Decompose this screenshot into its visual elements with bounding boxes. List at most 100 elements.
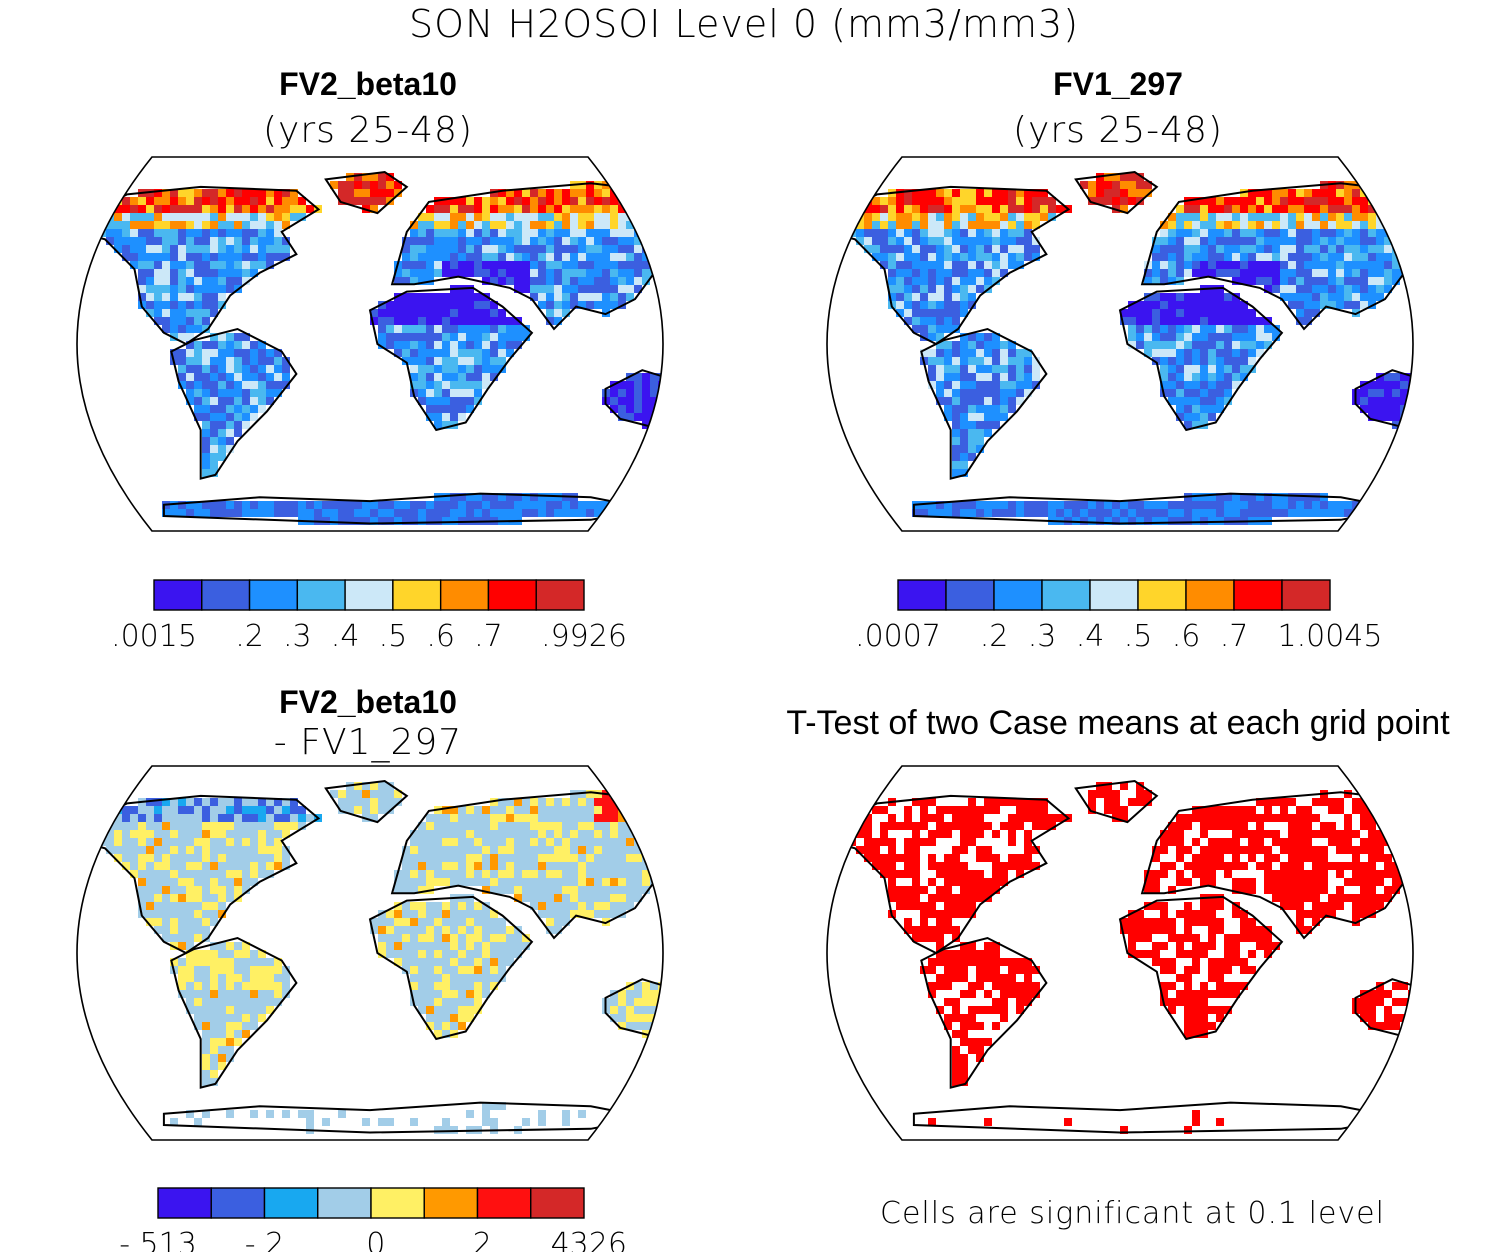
grid-cell — [138, 277, 146, 285]
grid-cell — [626, 798, 634, 806]
grid-cell — [434, 1022, 442, 1030]
grid-cell — [634, 862, 642, 870]
grid-cell — [282, 237, 290, 245]
grid-cell — [1352, 197, 1360, 205]
grid-cell — [952, 974, 960, 982]
grid-cell — [466, 269, 474, 277]
grid-cell — [498, 934, 506, 942]
grid-cell — [888, 213, 896, 221]
grid-cell — [968, 806, 976, 814]
grid-cell — [674, 221, 682, 229]
grid-cell — [984, 261, 992, 269]
grid-cell — [1248, 886, 1256, 894]
grid-cell — [1368, 838, 1376, 846]
grid-cell — [690, 822, 698, 830]
grid-cell — [498, 229, 506, 237]
grid-cell — [482, 301, 490, 309]
grid-cell — [1224, 269, 1232, 277]
grid-cell — [1376, 381, 1384, 389]
grid-cell — [442, 293, 450, 301]
grid-cell — [1160, 325, 1168, 333]
grid-cell — [122, 838, 130, 846]
grid-cell — [1008, 357, 1016, 365]
grid-cell — [1248, 950, 1256, 958]
grid-cell — [354, 509, 362, 517]
grid-cell — [466, 205, 474, 213]
grid-cell — [1200, 413, 1208, 421]
grid-cell — [1008, 838, 1016, 846]
grid-cell — [618, 902, 626, 910]
grid-cell — [410, 1118, 418, 1126]
grid-cell — [658, 806, 663, 814]
grid-cell — [482, 942, 490, 950]
grid-cell — [1024, 846, 1032, 854]
grid-cell — [218, 1006, 226, 1014]
grid-cell — [1248, 830, 1256, 838]
grid-cell — [1016, 966, 1024, 974]
grid-cell — [952, 950, 960, 958]
grid-cell — [146, 870, 154, 878]
grid-cell — [816, 221, 824, 229]
grid-cell — [1208, 902, 1216, 910]
grid-cell — [1232, 237, 1240, 245]
grid-cell — [418, 237, 426, 245]
grid-cell — [506, 229, 514, 237]
grid-cell — [498, 966, 506, 974]
grid-cell — [1248, 814, 1256, 822]
grid-cell — [650, 990, 658, 998]
grid-cell — [378, 782, 386, 790]
grid-cell — [1200, 213, 1208, 221]
grid-cell — [1184, 982, 1192, 990]
grid-cell — [194, 509, 202, 517]
grid-cell — [1272, 838, 1280, 846]
grid-cell — [1224, 357, 1232, 365]
grid-cell — [1400, 197, 1408, 205]
grid-cell — [282, 814, 290, 822]
grid-cell — [610, 1014, 618, 1022]
grid-cell — [498, 269, 506, 277]
grid-cell — [936, 325, 944, 333]
grid-cell — [960, 1038, 968, 1046]
grid-cell — [1176, 397, 1184, 405]
grid-cell — [386, 501, 394, 509]
grid-cell — [402, 966, 410, 974]
grid-cell — [410, 341, 418, 349]
grid-cell — [1120, 806, 1128, 814]
grid-cell — [1296, 317, 1304, 325]
grid-cell — [666, 213, 674, 221]
grid-cell — [1168, 333, 1176, 341]
grid-cell — [466, 846, 474, 854]
grid-cell — [1248, 253, 1256, 261]
grid-cell — [992, 413, 1000, 421]
grid-cell — [1280, 838, 1288, 846]
grid-cell — [586, 501, 594, 509]
grid-cell — [1184, 413, 1192, 421]
grid-cell — [210, 1006, 218, 1014]
grid-cell — [1008, 349, 1016, 357]
grid-cell — [1136, 173, 1144, 181]
grid-cell — [698, 221, 706, 229]
grid-cell — [482, 926, 490, 934]
grid-cell — [682, 229, 690, 237]
grid-cell — [282, 798, 290, 806]
grid-cell — [554, 221, 562, 229]
grid-cell — [1200, 341, 1208, 349]
grid-cell — [1216, 509, 1224, 517]
grid-cell — [562, 918, 570, 926]
grid-cell — [514, 934, 522, 942]
grid-cell — [1128, 926, 1136, 934]
grid-cell — [202, 1022, 210, 1030]
grid-cell — [77, 221, 82, 229]
grid-cell — [218, 197, 226, 205]
grid-cell — [274, 229, 282, 237]
grid-cell — [928, 982, 936, 990]
grid-cell — [872, 213, 880, 221]
grid-cell — [362, 1118, 370, 1126]
grid-cell — [904, 293, 912, 301]
grid-cell — [450, 942, 458, 950]
grid-cell — [250, 405, 258, 413]
grid-cell — [864, 854, 872, 862]
grid-cell — [466, 397, 474, 405]
grid-cell — [1176, 221, 1184, 229]
grid-cell — [394, 942, 402, 950]
